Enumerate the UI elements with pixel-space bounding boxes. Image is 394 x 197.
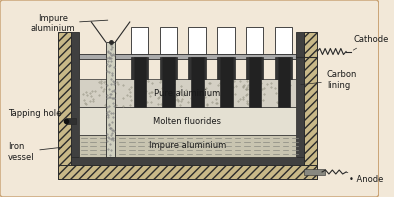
Text: • Anode: • Anode (346, 172, 383, 185)
Text: Pure aluminium: Pure aluminium (154, 88, 221, 98)
Text: Tapping hole: Tapping hole (8, 109, 66, 121)
Text: Carbon
lining: Carbon lining (301, 70, 357, 90)
Bar (134, 57, 146, 107)
Bar (278, 57, 290, 107)
Bar (304, 169, 325, 175)
Text: Iron
vessel: Iron vessel (8, 142, 61, 162)
Bar (71, 157, 304, 165)
Bar (79, 54, 296, 59)
Bar (217, 27, 234, 54)
Bar (275, 57, 292, 79)
Bar (131, 57, 148, 79)
Bar (79, 135, 296, 157)
Bar (66, 118, 76, 124)
Text: Impure aluminium: Impure aluminium (149, 141, 226, 151)
Bar (160, 57, 177, 79)
Bar (58, 32, 71, 179)
Bar (188, 57, 206, 79)
Bar (304, 32, 317, 179)
Bar (58, 165, 317, 179)
Text: Impure
aluminium: Impure aluminium (31, 14, 75, 33)
Bar (106, 42, 115, 157)
Text: Cathode: Cathode (353, 35, 389, 50)
Bar (131, 27, 148, 54)
Bar (296, 32, 304, 165)
Bar (275, 27, 292, 54)
Bar (79, 107, 296, 135)
Bar (220, 57, 232, 107)
Bar (246, 57, 264, 79)
Bar (162, 57, 175, 107)
Bar (79, 79, 296, 107)
Bar (246, 27, 264, 54)
Bar (217, 57, 234, 79)
Bar (191, 57, 204, 107)
Bar (188, 27, 206, 54)
Bar (160, 27, 177, 54)
Text: Molten fluorides: Molten fluorides (154, 116, 221, 125)
Bar (71, 32, 79, 165)
FancyBboxPatch shape (0, 0, 379, 197)
Bar (249, 57, 262, 107)
